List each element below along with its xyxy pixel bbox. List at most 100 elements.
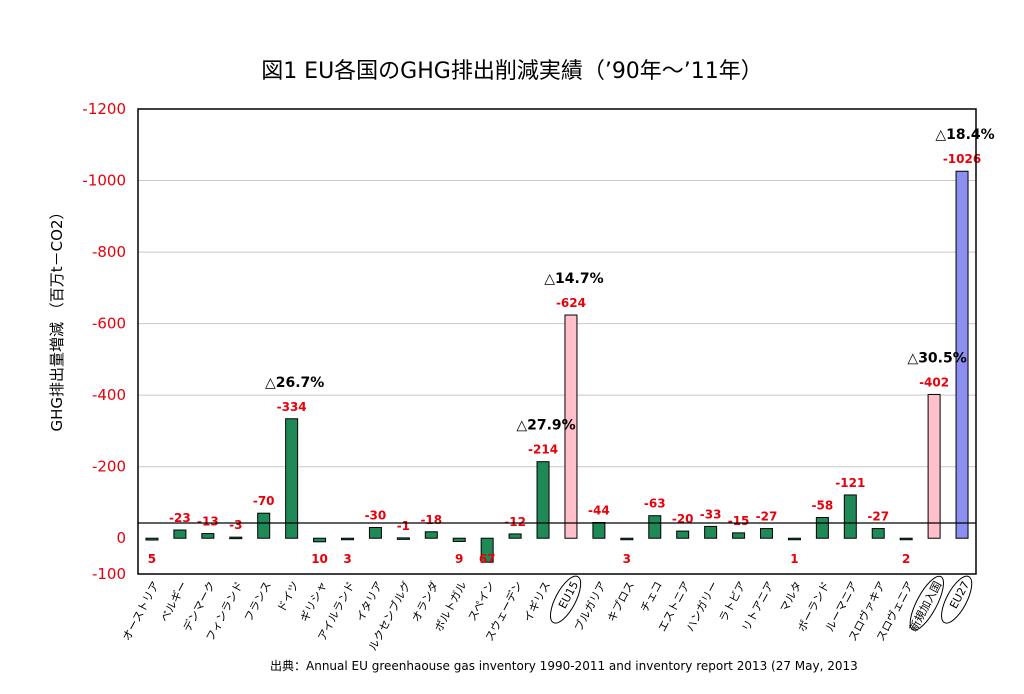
- data-label: -1: [397, 519, 410, 533]
- bar: [536, 461, 550, 539]
- data-label: -70: [253, 494, 275, 508]
- data-label: -27: [756, 510, 778, 524]
- data-label: -27: [867, 510, 889, 524]
- data-label: -30: [365, 509, 387, 523]
- data-label: 3: [343, 552, 351, 566]
- data-label: -13: [197, 515, 219, 529]
- chart-title: 図1 EU各国のGHG排出削減実績（’90年～’11年）: [261, 59, 763, 84]
- percent-annotation: △27.9%: [516, 418, 575, 434]
- bar: [508, 533, 522, 539]
- y-tick-label: -1200: [82, 100, 126, 118]
- bar: [257, 512, 271, 539]
- data-label: -3: [229, 518, 242, 532]
- x-tick: フランス: [242, 579, 274, 624]
- x-tick-label: イギリス: [521, 579, 553, 624]
- bar: [704, 525, 718, 539]
- data-label: -44: [588, 503, 610, 517]
- x-tick: チェコ: [638, 579, 665, 614]
- x-tick: 新規加入国: [906, 575, 944, 634]
- x-tick-label: EU15: [556, 579, 581, 611]
- percent-annotation: △26.7%: [265, 375, 324, 391]
- plot-frame: [137, 108, 977, 575]
- bar: [676, 530, 690, 539]
- data-label: -624: [556, 296, 586, 310]
- data-label: -58: [812, 498, 834, 512]
- bar: [145, 537, 159, 541]
- data-label: 67: [479, 552, 496, 566]
- data-label: 1: [790, 552, 798, 566]
- bar: [201, 533, 215, 539]
- data-label: -214: [528, 443, 558, 457]
- x-tick-label: チェコ: [638, 579, 665, 614]
- y-tick-label: -600: [92, 315, 126, 333]
- bar: [843, 494, 857, 539]
- data-label: -334: [277, 400, 307, 414]
- bar: [229, 536, 243, 540]
- x-tick-label: キプロス: [605, 579, 637, 624]
- category-circle: [941, 575, 973, 624]
- data-label: 5: [148, 552, 156, 566]
- data-label: -15: [728, 514, 750, 528]
- data-label: -33: [700, 507, 722, 521]
- source-note: 出典：Annual EU greenhaouse gas inventory 1…: [270, 659, 858, 673]
- x-tick: スペイン: [466, 579, 498, 623]
- category-circle: [550, 575, 582, 624]
- bar: [452, 537, 466, 542]
- bar: [927, 393, 941, 539]
- bar: [760, 528, 773, 539]
- y-axis-label: GHG排出量増減 （百万t－CO2）: [48, 204, 66, 431]
- x-tick: イギリス: [521, 579, 553, 624]
- x-tick-label: オーストリア: [120, 579, 162, 643]
- x-tick: EU27: [941, 575, 973, 624]
- y-tick-label: -1000: [82, 172, 126, 190]
- percent-annotation: △18.4%: [935, 127, 994, 143]
- data-label: 9: [455, 552, 463, 566]
- bar: [620, 537, 634, 541]
- data-label: -1026: [943, 152, 981, 166]
- bar: [173, 529, 187, 539]
- bar: [815, 516, 829, 539]
- y-tick-label: -100: [92, 565, 126, 583]
- bar: [285, 418, 299, 539]
- data-label: -121: [835, 476, 865, 490]
- bar: [313, 537, 327, 543]
- bars: [145, 170, 969, 563]
- bar: [871, 528, 885, 539]
- bar: [955, 170, 969, 539]
- bar: [899, 537, 913, 541]
- bar: [424, 531, 438, 539]
- percent-annotation: △30.5%: [907, 350, 966, 366]
- bar: [787, 537, 801, 541]
- data-label: -20: [672, 512, 694, 526]
- bar: [480, 537, 494, 563]
- x-tick-label: ドイツ: [275, 579, 302, 614]
- y-tick-label: -200: [92, 458, 126, 476]
- y-tick-label: -400: [92, 386, 126, 404]
- data-label: -18: [420, 513, 442, 527]
- y-tick-label: -800: [92, 243, 126, 261]
- data-label: -23: [169, 511, 191, 525]
- x-tick-label: フランス: [242, 579, 274, 624]
- bar: [396, 537, 410, 540]
- y-axis-ticks: -1200 -1000 -800 -600 -400 -200 0 -100: [82, 100, 126, 583]
- data-label: -402: [919, 375, 949, 389]
- x-tick: オーストリア: [120, 579, 162, 643]
- data-labels: 5 -23 -13 -3 -70 -334 10 3 -30 -1 -18 9 67 -12 -214 -62…: [148, 152, 981, 566]
- bar: [368, 527, 382, 539]
- bar: [564, 314, 578, 539]
- gridlines: [138, 180, 976, 468]
- bar: [648, 515, 662, 539]
- x-tick-label: EU27: [947, 579, 972, 611]
- x-tick: キプロス: [605, 579, 637, 624]
- data-label: 3: [623, 552, 631, 566]
- y-tick-label: 0: [116, 529, 126, 547]
- data-label: 2: [902, 552, 910, 566]
- x-tick: マルタ: [778, 579, 805, 614]
- bar: [732, 532, 746, 539]
- data-label: -12: [504, 515, 526, 529]
- annotations: △26.7% △27.9% △14.7% △30.5% △18.4%: [265, 127, 995, 433]
- x-tick-label: マルタ: [778, 579, 805, 614]
- x-tick: ドイツ: [275, 579, 302, 614]
